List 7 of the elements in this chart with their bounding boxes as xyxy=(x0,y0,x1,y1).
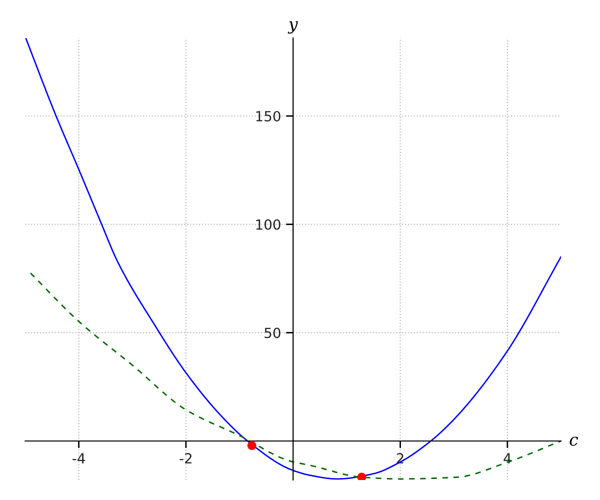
x-tick-label: -2 xyxy=(180,453,192,464)
x-axis-title: c xyxy=(570,436,578,446)
y-tick-label: 150 xyxy=(256,110,280,122)
y-tick-label: 100 xyxy=(256,219,280,230)
y-axis-title: y xyxy=(288,21,298,34)
y-tick-label: 50 xyxy=(264,328,280,338)
x-tick-label: -4 xyxy=(72,453,85,464)
